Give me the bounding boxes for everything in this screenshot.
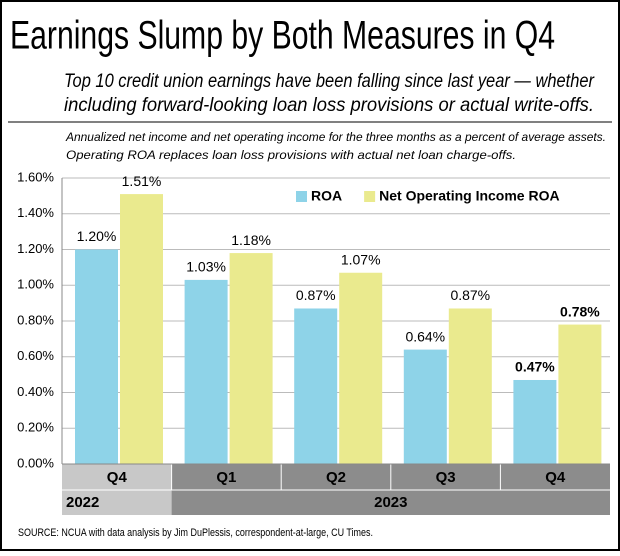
bar bbox=[339, 272, 383, 464]
y-tick-label: 0.20% bbox=[17, 420, 54, 435]
bar bbox=[403, 349, 447, 464]
bar bbox=[558, 324, 602, 464]
legend-label: Net Operating Income ROA bbox=[379, 188, 559, 204]
legend-swatch bbox=[364, 191, 376, 202]
bar bbox=[294, 308, 338, 464]
y-tick-label: 1.40% bbox=[17, 205, 54, 220]
chart-title: Earnings Slump by Both Measures in Q4 bbox=[10, 14, 555, 58]
data-label: 1.03% bbox=[186, 259, 226, 275]
y-tick-label: 0.60% bbox=[17, 348, 54, 363]
note: Annualized net income and net operating … bbox=[65, 130, 606, 144]
bar bbox=[75, 249, 118, 464]
bar bbox=[229, 253, 273, 464]
data-label: 1.51% bbox=[122, 173, 162, 189]
x-tick-label: Q4 bbox=[107, 469, 128, 486]
bar bbox=[184, 279, 228, 464]
group-label: 2022 bbox=[66, 494, 99, 511]
y-tick-label: 1.00% bbox=[17, 277, 54, 292]
data-label: 0.47% bbox=[515, 359, 555, 375]
note: Operating ROA replaces loan loss provisi… bbox=[66, 148, 516, 162]
bar bbox=[513, 379, 557, 464]
x-tick-label: Q2 bbox=[326, 469, 346, 486]
data-label: 1.07% bbox=[341, 251, 381, 267]
y-tick-label: 0.40% bbox=[17, 384, 54, 399]
y-tick-label: 0.80% bbox=[17, 312, 54, 327]
bar bbox=[448, 308, 492, 464]
y-tick-label: 1.60% bbox=[17, 169, 54, 184]
x-tick-label: Q4 bbox=[545, 469, 566, 486]
y-tick-label: 1.20% bbox=[17, 241, 54, 256]
group-label: 2023 bbox=[374, 494, 407, 511]
data-label: 0.87% bbox=[296, 287, 336, 303]
subtitle: including forward-looking loan loss prov… bbox=[64, 95, 594, 116]
legend-swatch bbox=[296, 191, 307, 202]
data-label: 1.18% bbox=[231, 232, 271, 248]
subtitle: Top 10 credit union earnings have been f… bbox=[64, 71, 595, 92]
x-tick-label: Q1 bbox=[216, 469, 236, 486]
data-label: 1.20% bbox=[77, 228, 117, 244]
bar bbox=[120, 194, 163, 464]
data-label: 0.78% bbox=[560, 303, 600, 319]
x-tick-label: Q3 bbox=[436, 469, 456, 486]
data-label: 0.64% bbox=[405, 328, 445, 344]
source: SOURCE: NCUA with data analysis by Jim D… bbox=[18, 527, 373, 539]
legend-label: ROA bbox=[311, 188, 342, 204]
data-label: 0.87% bbox=[450, 287, 490, 303]
y-tick-label: 0.00% bbox=[17, 455, 54, 470]
